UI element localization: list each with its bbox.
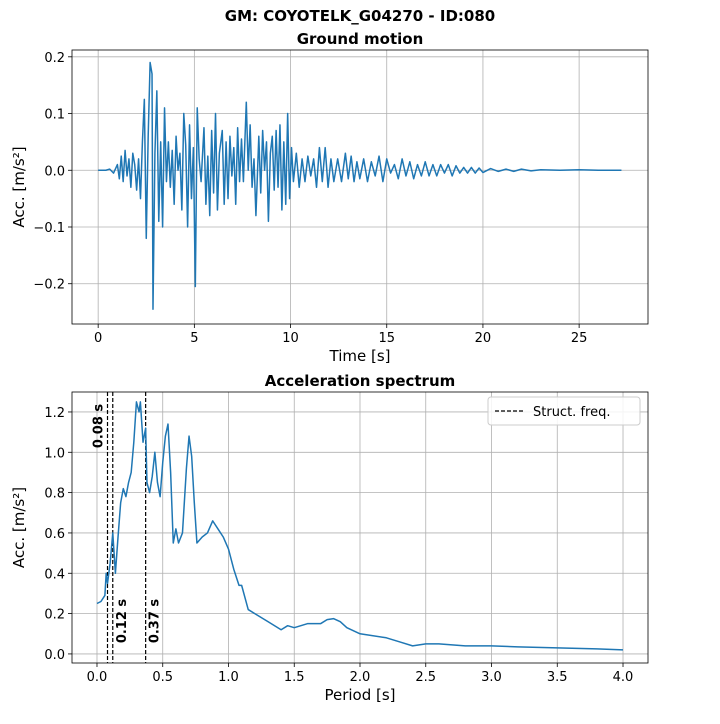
y-tick-label: 0.2 xyxy=(44,608,65,623)
y-tick-label: −0.1 xyxy=(33,221,65,236)
legend-label: Struct. freq. xyxy=(533,405,610,420)
x-tick-label: 2.5 xyxy=(415,670,436,685)
y-tick-label: 1.2 xyxy=(44,406,65,421)
x-tick-label: 2.0 xyxy=(350,670,371,685)
y-tick-label: 0.0 xyxy=(44,648,65,663)
struct-freq-label: 0.37 s xyxy=(148,599,163,644)
x-tick-label: 4.0 xyxy=(613,670,634,685)
y-tick-label: 0.2 xyxy=(44,51,65,66)
y-axis-label: Acc. [m/s²] xyxy=(10,487,28,568)
plot-title: Acceleration spectrum xyxy=(265,372,456,390)
x-tick-label: 10 xyxy=(282,331,299,346)
x-tick-label: 15 xyxy=(378,331,395,346)
x-tick-label: 1.5 xyxy=(284,670,305,685)
x-tick-label: 3.0 xyxy=(481,670,502,685)
struct-freq-label: 0.08 s xyxy=(92,404,107,449)
struct-freq-label: 0.12 s xyxy=(115,599,130,644)
plot-frame xyxy=(71,391,649,664)
x-tick-label: 0.0 xyxy=(87,670,108,685)
x-tick-label: 0.5 xyxy=(152,670,173,685)
y-tick-label: 1.0 xyxy=(44,446,65,461)
y-tick-label: 0.0 xyxy=(44,164,65,179)
x-tick-label: 25 xyxy=(571,331,588,346)
y-tick-label: −0.2 xyxy=(33,278,65,293)
x-axis-label: Time [s] xyxy=(329,347,391,365)
figure-title: GM: COYOTELK_G04270 - ID:080 xyxy=(225,7,495,25)
plot-frame xyxy=(71,49,649,325)
x-tick-label: 3.5 xyxy=(547,670,568,685)
y-tick-label: 0.8 xyxy=(44,487,65,502)
x-tick-label: 1.0 xyxy=(218,670,239,685)
x-axis-label: Period [s] xyxy=(324,686,395,704)
x-tick-label: 20 xyxy=(475,331,492,346)
legend-box xyxy=(487,396,641,426)
y-tick-label: 0.1 xyxy=(44,108,65,123)
x-tick-label: 0 xyxy=(94,331,102,346)
x-tick-label: 5 xyxy=(190,331,198,346)
y-tick-label: 0.6 xyxy=(44,527,65,542)
y-axis-label: Acc. [m/s²] xyxy=(10,146,28,227)
data-line xyxy=(96,401,624,651)
data-line xyxy=(98,61,622,310)
y-tick-label: 0.4 xyxy=(44,567,65,582)
plot-title: Ground motion xyxy=(297,30,424,48)
